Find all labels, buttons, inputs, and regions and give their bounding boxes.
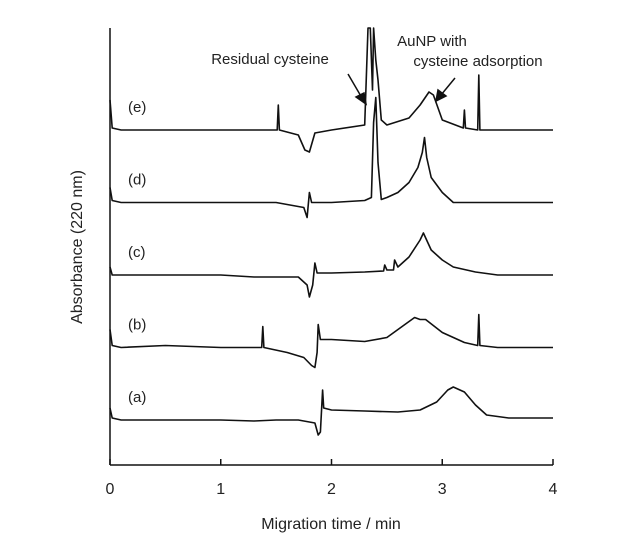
trace	[109, 386, 553, 436]
x-tick-label: 3	[438, 481, 447, 498]
x-tick-label: 2	[327, 481, 336, 498]
trace	[109, 313, 553, 369]
x-tick-label: 4	[549, 481, 558, 498]
annotation: Residual cysteine	[211, 51, 329, 68]
y-axis-label: Absorbance (220 nm)	[69, 170, 86, 324]
annotation: cysteine adsorption	[413, 53, 542, 70]
series-label: (e)	[128, 99, 146, 116]
series-label: (a)	[128, 389, 146, 406]
annotation: AuNP with	[397, 33, 467, 50]
x-tick-label: 1	[216, 481, 225, 498]
arrow-head	[434, 88, 448, 103]
trace	[109, 27, 553, 153]
arrow	[440, 77, 456, 96]
trace	[109, 232, 553, 298]
arrow-head	[354, 91, 368, 106]
series-label: (d)	[128, 171, 146, 188]
series-label: (b)	[128, 316, 146, 333]
arrows	[347, 73, 456, 106]
x-tick-label: 0	[106, 481, 115, 498]
trace	[109, 96, 553, 219]
x-axis-label: Migration time / min	[261, 516, 401, 533]
arrow	[347, 73, 363, 99]
series-label: (c)	[128, 244, 146, 261]
